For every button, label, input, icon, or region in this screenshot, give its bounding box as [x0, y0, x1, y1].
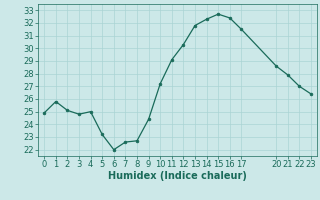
X-axis label: Humidex (Indice chaleur): Humidex (Indice chaleur) — [108, 171, 247, 181]
